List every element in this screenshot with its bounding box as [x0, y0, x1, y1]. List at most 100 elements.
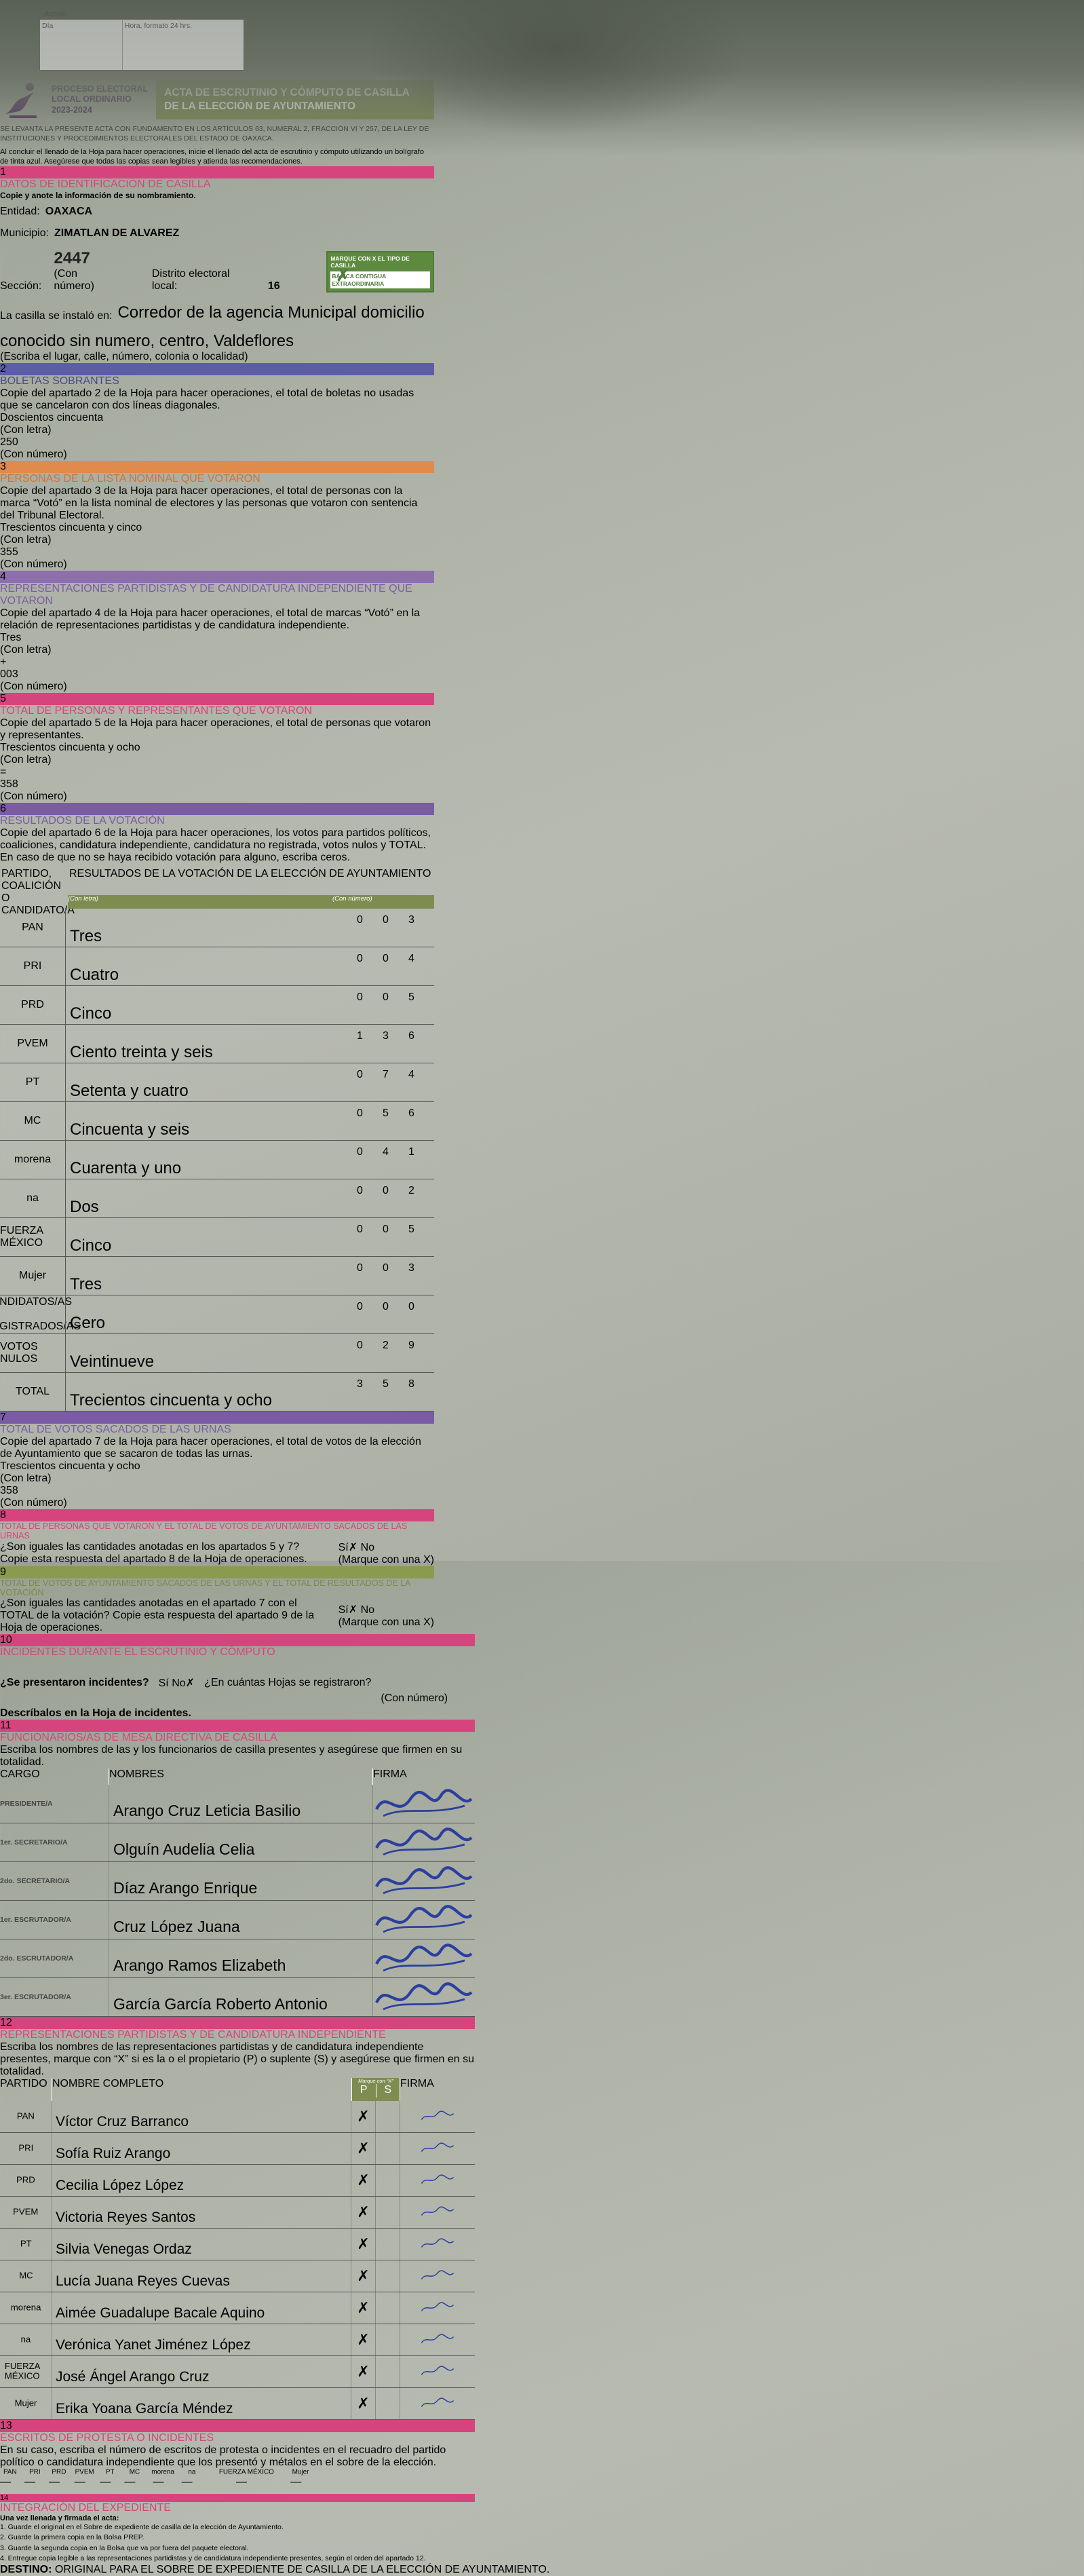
cargo-cell: 3er. ESCRUTADOR/A	[0, 1993, 71, 2002]
section1-title: DATOS DE IDENTIFICACIÓN DE CASILLA	[0, 178, 211, 191]
seccion-digit: 4	[62, 249, 73, 268]
p-cell: ✗	[351, 2101, 375, 2133]
votes-con-numero: 0 0 2	[357, 1185, 414, 1197]
s-cell	[375, 2260, 400, 2292]
header-nombre-completo: NOMBRE COMPLETO	[52, 2078, 351, 2102]
destino-text: ORIGINAL PARA EL SOBRE DE EXPEDIENTE DE …	[54, 2564, 550, 2576]
party-logo-cell: MC	[0, 2260, 52, 2292]
section13-title: ESCRITOS DE PROTESTA O INCIDENTES	[0, 2432, 214, 2444]
reps-body: PAN Víctor Cruz Barranco ✗	[0, 2101, 475, 2421]
votes-con-numero: 0 0 3	[357, 914, 414, 926]
escritos-count-box: —	[235, 2476, 247, 2488]
results-row: Mujer Tres 0 0 3	[0, 1255, 434, 1296]
results-row: PAN Tres 0 0 3	[0, 907, 434, 948]
header-partido: PARTIDO	[0, 2078, 47, 2090]
signature-scribble	[421, 2206, 454, 2216]
votes-con-numero: 0 0 3	[357, 1262, 414, 1274]
tipo-casilla-title: MARQUE CON X EL TIPO DE CASILLA	[330, 254, 410, 269]
party-logo: PT	[105, 2468, 115, 2476]
hojas-connum: (Con número)	[381, 1692, 448, 1705]
header-marque: Marque con “X”	[358, 2078, 393, 2085]
funcionario-row: 1er. ESCRUTADOR/A Cruz López Juana	[0, 1901, 475, 1940]
section7-connum: (Con número)	[0, 1497, 67, 1509]
signature-scribble	[375, 1943, 473, 1971]
funcionario-row: 2do. SECRETARIO/A Díaz Arango Enrique	[0, 1862, 475, 1901]
escritos-cell: PAN —	[0, 2468, 20, 2494]
results-table-body: PAN Tres 0 0 3 PRI	[0, 907, 434, 1412]
party-logo: na	[20, 2334, 31, 2345]
signature-scribble	[421, 2398, 454, 2408]
results-header-resultados: RESULTADOS DE LA VOTACIÓN DE LA ELECCIÓN…	[69, 868, 431, 880]
section3-title: PERSONAS DE LA LISTA NOMINAL QUE VOTARON	[0, 473, 260, 485]
party-logo: PVEM	[17, 1038, 48, 1050]
votes-con-letra: Setenta y cuatro	[70, 1081, 189, 1100]
nombre-handwritten: Arango Cruz Leticia Basilio	[113, 1802, 301, 1820]
rep-row: FUERZA MÉXICO José Ángel Arango Cruz ✗	[0, 2356, 475, 2389]
signature-scribble	[421, 2174, 454, 2184]
funcionario-row: 2do. ESCRUTADOR/A Arango Ramos Elizabeth	[0, 1939, 475, 1979]
votes-con-letra: Cuarenta y uno	[70, 1158, 182, 1177]
nombre-handwritten: Díaz Arango Enrique	[113, 1879, 258, 1897]
seccion-digit: 4	[72, 249, 81, 268]
rep-nombre-handwritten: Aimée Guadalupe Bacale Aquino	[56, 2305, 265, 2322]
section1-badge: 1	[0, 166, 434, 179]
rep-nombre-handwritten: Erika Yoana García Méndez	[56, 2401, 233, 2417]
escritos-count-box: —	[49, 2476, 60, 2488]
escritos-count-box: —	[124, 2476, 136, 2488]
equals-sign: =	[0, 766, 7, 778]
party-logo-cell: PT	[0, 1076, 65, 1088]
section4-instr: Copie del apartado 4 de la Hoja para hac…	[0, 607, 421, 632]
firma-cell	[372, 1785, 475, 1823]
results-row: PT Setenta y cuatro 0 7 4	[0, 1062, 434, 1103]
acopio-box: Acopio Día Hora, formato 24 hrs.	[39, 10, 244, 71]
section5-title: TOTAL DE PERSONAS Y REPRESENTANTES QUE V…	[0, 705, 312, 717]
p-x-mark: ✗	[357, 2267, 370, 2285]
section7-instr: Copie del apartado 7 de la Hoja para hac…	[0, 1436, 421, 1460]
section8: 8 TOTAL DE PERSONAS QUE VOTARON Y EL TOT…	[0, 1509, 434, 1566]
si-checkbox: Sí	[158, 1678, 169, 1690]
party-logo-cell: FUERZA MÉXICO	[0, 2356, 52, 2387]
section10-title: INCIDENTES DURANTE EL ESCRUTINIO Y CÓMPU…	[0, 1646, 275, 1659]
section4-connum: (Con número)	[0, 681, 67, 693]
escritos-cell: Mujer —	[290, 2469, 311, 2494]
section12-title: REPRESENTACIONES PARTIDISTAS Y DE CANDID…	[0, 2029, 386, 2041]
party-logo: na	[188, 2468, 196, 2476]
section3-badge: 3	[0, 461, 434, 474]
rep-row: PT Silvia Venegas Ordaz ✗	[0, 2229, 475, 2261]
party-logo: PAN	[3, 2468, 17, 2476]
results-table-header: PARTIDO, COALICIÓN O CANDIDATO/A RESULTA…	[0, 867, 434, 917]
signature-scribble	[375, 1982, 473, 2010]
section5: 5 TOTAL DE PERSONAS Y REPRESENTANTES QUE…	[0, 693, 434, 803]
section6-badge: 6	[0, 803, 434, 816]
casilla-instalada-hw1: Corredor de la agencia Municipal domicil…	[117, 303, 425, 322]
rep-nombre-handwritten: Verónica Yanet Jiménez López	[56, 2337, 251, 2353]
escritos-count-box: —	[24, 2476, 35, 2488]
signature-scribble	[375, 1827, 473, 1855]
si-checkbox: Sí✗	[338, 1542, 358, 1554]
firma-cell	[400, 2197, 475, 2229]
p-x-mark: ✗	[357, 2203, 370, 2221]
s-cell	[375, 2388, 400, 2420]
party-logo: PRD	[16, 2175, 35, 2185]
results-row: PVEM Ciento treinta y seis 1 3 6	[0, 1023, 434, 1064]
section10-badge: 10	[0, 1634, 475, 1647]
firma-cell	[400, 2388, 475, 2420]
section2-instr: Copie del apartado 2 de la Hoja para hac…	[0, 387, 414, 412]
party-logo: PRD	[52, 2468, 66, 2476]
results-header-partido: PARTIDO, COALICIÓN O CANDIDATO/A	[1, 868, 75, 917]
section12-badge: 12	[0, 2017, 475, 2030]
si-checkbox: Sí✗	[338, 1604, 358, 1616]
escritos-grid: PAN — PRI — PRD — PVEM	[0, 2468, 475, 2494]
party-logo-cell: PRD	[0, 999, 65, 1011]
section2-badge: 2	[0, 363, 434, 376]
party-logo: FUERZA MÉXICO	[218, 2468, 274, 2476]
escritos-count-box: —	[290, 2476, 302, 2488]
results-row: morena Cuarenta y uno 0 4 1	[0, 1139, 434, 1180]
section10-si-no: Sí No✗	[159, 1676, 195, 1690]
party-logo: MC	[129, 2468, 140, 2476]
party-logo: PVEM	[13, 2207, 39, 2217]
casilla-instalada-hint: (Escriba el lugar, calle, número, coloni…	[0, 351, 248, 363]
rep-nombre-handwritten: Silvia Venegas Ordaz	[56, 2241, 192, 2258]
votes-con-numero: 0 7 4	[357, 1069, 414, 1081]
